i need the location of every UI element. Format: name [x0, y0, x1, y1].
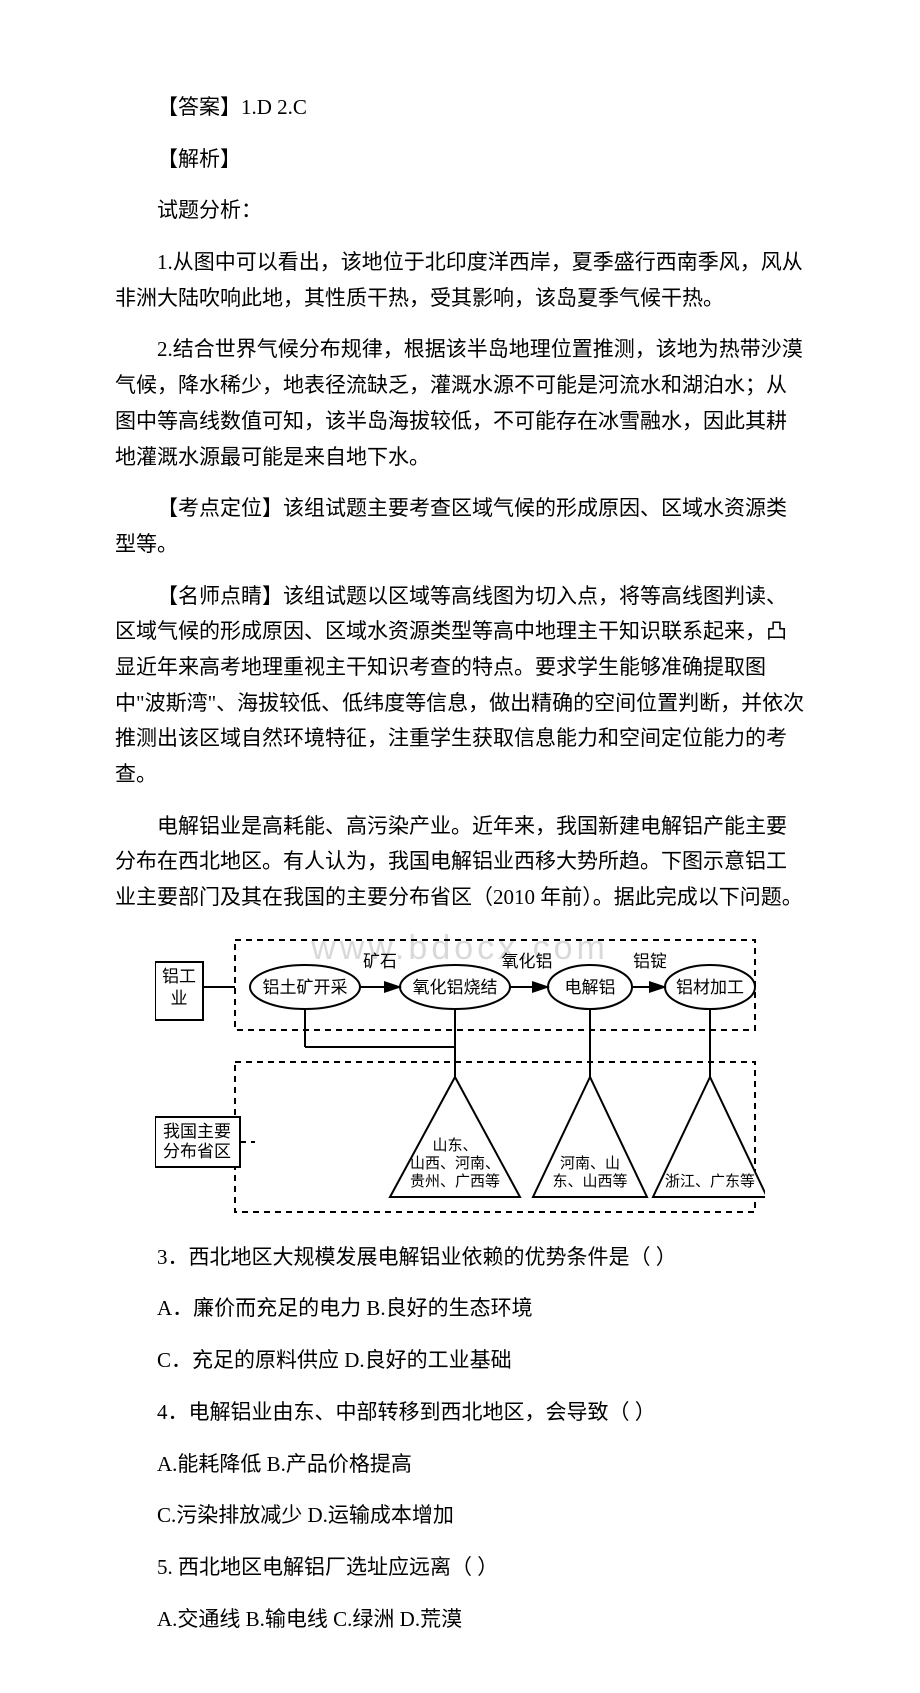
- q4: 4．电解铝业由东、中部转移到西北地区，会导致（ ）: [115, 1395, 805, 1431]
- q3: 3．西北地区大规模发展电解铝业依赖的优势条件是（ ）: [115, 1240, 805, 1276]
- answer-line: 【答案】1.D 2.C: [115, 90, 805, 126]
- jiexi-label: 【解析】: [115, 142, 805, 178]
- analysis-label: 试题分析：: [115, 193, 805, 229]
- svg-text:矿石: 矿石: [363, 952, 397, 971]
- svg-text:浙江、广东等: 浙江、广东等: [665, 1172, 755, 1190]
- q5-opts: A.交通线 B.输电线 C.绿洲 D.荒漠: [115, 1602, 805, 1638]
- svg-text:铝锭: 铝锭: [633, 952, 667, 971]
- q3-opts-ab: A．廉价而充足的电力 B.良好的生态环境: [115, 1291, 805, 1327]
- analysis-2: 2.结合世界气候分布规律，根据该半岛地理位置推测，该地为热带沙漠气候，降水稀少，…: [115, 332, 805, 475]
- svg-text:铝材加工: 铝材加工: [676, 978, 744, 997]
- left-top-l1: 铝工: [162, 967, 196, 986]
- q4-opts-cd: C.污染排放减少 D.运输成本增加: [115, 1498, 805, 1534]
- analysis-1: 1.从图中可以看出，该地位于北印度洋西岸，夏季盛行西南季风，风从非洲大陆吹响此地…: [115, 245, 805, 316]
- svg-text:山东、: 山东、: [432, 1137, 477, 1154]
- svg-text:我国主要: 我国主要: [163, 1122, 231, 1141]
- q4-opts-ab: A.能耗降低 B.产品价格提高: [115, 1447, 805, 1483]
- svg-text:贵州、广西等: 贵州、广西等: [410, 1172, 500, 1190]
- svg-text:业: 业: [171, 989, 188, 1008]
- svg-text:氧化铝: 氧化铝: [502, 952, 553, 971]
- mingshi: 【名师点睛】该组试题以区域等高线图为切入点，将等高线图判读、区域气候的形成原因、…: [115, 579, 805, 793]
- svg-text:电解铝: 电解铝: [565, 978, 616, 997]
- svg-text:铝土矿开采: 铝土矿开采: [263, 978, 348, 997]
- diagram-svg: 铝工 业 我国主要 分布省区 铝土矿开采 氧化铝烧结 电解铝 铝材加工: [155, 932, 765, 1222]
- kaodian: 【考点定位】该组试题主要考查区域气候的形成原因、区域水资源类型等。: [115, 491, 805, 562]
- svg-text:河南、山: 河南、山: [560, 1155, 620, 1172]
- aluminum-diagram: www.bdocx.com 铝工 业 我国主要 分布省区 铝土矿开采 氧化铝烧结…: [115, 932, 805, 1222]
- svg-text:氧化铝烧结: 氧化铝烧结: [413, 978, 498, 997]
- svg-text:分布省区: 分布省区: [163, 1142, 231, 1161]
- document-page: 【答案】1.D 2.C 【解析】 试题分析： 1.从图中可以看出，该地位于北印度…: [0, 0, 920, 1693]
- q5: 5. 西北地区电解铝厂选址应远离（ ）: [115, 1550, 805, 1586]
- svg-text:东、山西等: 东、山西等: [552, 1172, 627, 1190]
- intro-2: 电解铝业是高耗能、高污染产业。近年来，我国新建电解铝产能主要分布在西北地区。有人…: [115, 809, 805, 916]
- q3-opts-cd: C．充足的原料供应 D.良好的工业基础: [115, 1343, 805, 1379]
- svg-text:山西、河南、: 山西、河南、: [410, 1155, 500, 1172]
